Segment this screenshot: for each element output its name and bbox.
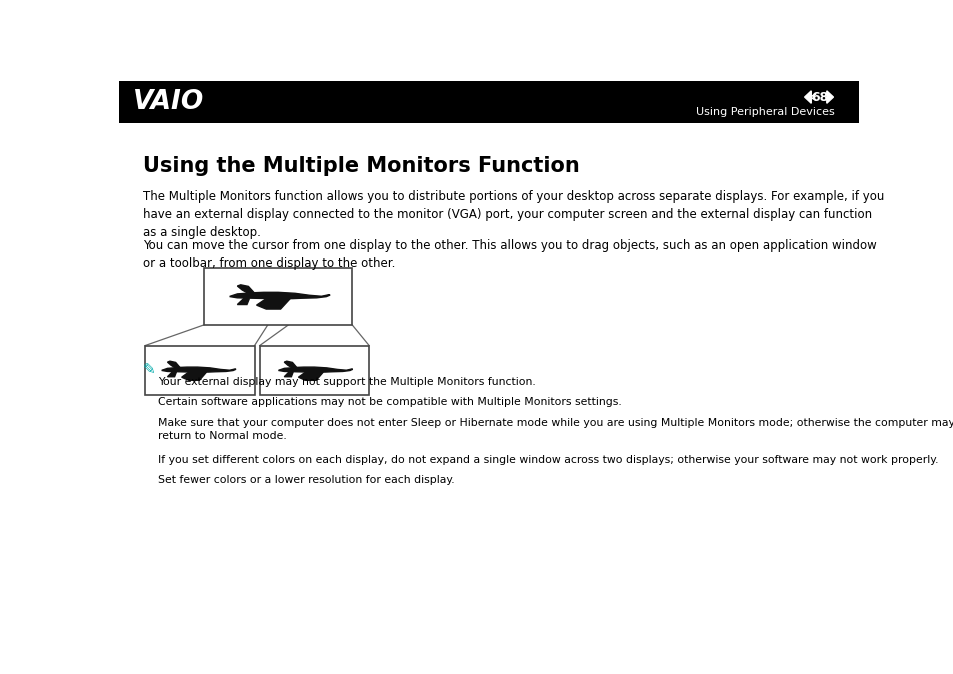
Text: VAIO: VAIO [132,89,204,115]
Bar [145,346,254,395]
Text: Using Peripheral Devices: Using Peripheral Devices [696,106,834,117]
Polygon shape [181,372,206,380]
Text: Set fewer colors or a lower resolution for each display.: Set fewer colors or a lower resolution f… [157,475,454,485]
Bar [204,268,352,325]
Polygon shape [168,372,176,377]
Polygon shape [237,285,253,293]
Text: Certain software applications may not be compatible with Multiple Monitors setti: Certain software applications may not be… [157,398,620,408]
Polygon shape [237,299,249,305]
Polygon shape [256,299,290,309]
Text: 68: 68 [810,90,827,104]
Polygon shape [278,367,353,372]
Text: The Multiple Monitors function allows you to distribute portions of your desktop: The Multiple Monitors function allows yo… [143,190,883,239]
Text: You can move the cursor from one display to the other. This allows you to drag o: You can move the cursor from one display… [143,239,876,270]
Polygon shape [284,372,293,377]
Text: If you set different colors on each display, do not expand a single window acros: If you set different colors on each disp… [157,454,937,464]
Text: Make sure that your computer does not enter Sleep or Hibernate mode while you ar: Make sure that your computer does not en… [157,418,953,441]
Polygon shape [826,91,833,103]
Text: ✎: ✎ [143,362,155,377]
Polygon shape [284,361,296,367]
Polygon shape [162,367,235,372]
Bar [259,346,369,395]
Polygon shape [230,293,330,299]
Text: Your external display may not support the Multiple Monitors function.: Your external display may not support th… [157,377,535,387]
Polygon shape [298,372,323,380]
Polygon shape [803,91,810,103]
Bar [119,81,858,123]
Polygon shape [168,361,180,367]
Text: Using the Multiple Monitors Function: Using the Multiple Monitors Function [143,156,579,176]
